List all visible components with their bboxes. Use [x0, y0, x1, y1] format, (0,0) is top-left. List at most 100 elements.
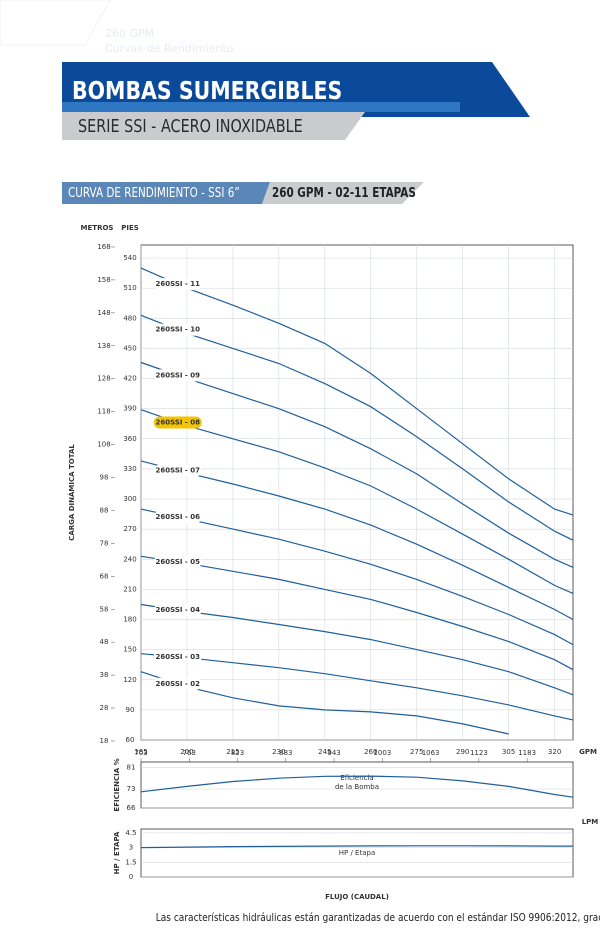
subtitle-banner — [62, 112, 365, 140]
y-tick-label: 66 — [127, 804, 136, 812]
label-bg — [153, 604, 202, 617]
x-tick-label: 320 — [548, 748, 561, 756]
y-tick-label: 90 — [126, 706, 135, 714]
y2-tick-label: 128 — [97, 375, 110, 383]
y2-tick-label: 68 — [100, 572, 109, 580]
curve-label: 260SSI - 03 — [156, 653, 201, 661]
y-tick-label: 240 — [123, 555, 136, 563]
y2-tick-label: 88 — [100, 506, 109, 514]
y-tick-label: 120 — [123, 676, 136, 684]
corner-title: 260 GPM — [105, 27, 154, 40]
y2-tick-label: 38 — [100, 671, 109, 679]
y-tick-label: 73 — [127, 785, 136, 793]
curve-label: 260SSI - 06 — [156, 513, 201, 521]
curve-label: 260SSI - 10 — [156, 326, 201, 334]
y2-tick-label: 158 — [97, 276, 110, 284]
y-tick-label: 300 — [123, 495, 136, 503]
curve-label: 260SSI - 11 — [156, 280, 201, 288]
section-detail: 260 GPM - 02-11 ETAPAS — [272, 185, 416, 200]
section-bar — [62, 182, 270, 204]
subtitle: SERIE SSI - ACERO INOXIDABLE — [78, 115, 303, 136]
y-tick-label: 480 — [123, 314, 136, 322]
label-bg — [153, 369, 202, 382]
curve-label: 260SSI - 02 — [156, 680, 201, 688]
x2-tick-label: 823 — [231, 749, 244, 757]
x-tick-label: 215 — [226, 748, 239, 756]
y2-tick-label: 168 — [97, 243, 110, 251]
curve — [140, 671, 509, 735]
curve — [140, 314, 574, 541]
x-axis-label: FLUJO (CAUDAL) — [325, 893, 389, 901]
title: BOMBAS SUMERGIBLES — [72, 77, 342, 105]
x-tick-label: 260 — [364, 748, 377, 756]
label-bg — [153, 555, 202, 568]
y-tick-label: 60 — [126, 736, 135, 744]
x-tick-label: 245 — [318, 748, 331, 756]
annotation: de la Bomba — [335, 783, 379, 791]
label-bg — [153, 464, 202, 477]
x2-tick-label: 1063 — [422, 749, 440, 757]
plot-frame — [140, 828, 574, 878]
x2-tick-label: 943 — [327, 749, 340, 757]
footer-note: Las características hidráulicas están ga… — [156, 912, 600, 925]
label-bg — [153, 323, 202, 336]
curve-label: 260SSI - 05 — [156, 558, 201, 566]
x2-tick-label: 883 — [279, 749, 292, 757]
curve-label: 260SSI - 04 — [156, 606, 201, 614]
x-tick-label: 290 — [456, 748, 469, 756]
x-tick-label: 185 — [134, 748, 147, 756]
corner-shape — [0, 0, 111, 46]
curve — [140, 555, 574, 671]
y2-tick-label: 48 — [100, 638, 109, 646]
x2-tick-label: 1123 — [470, 749, 488, 757]
curve — [140, 267, 574, 516]
x-tick-label: 230 — [272, 748, 285, 756]
curve — [140, 361, 574, 568]
y-tick-label: 180 — [123, 616, 136, 624]
section-title: CURVA DE RENDIMIENTO - SSI 6” — [68, 185, 240, 200]
y-unit: PIES — [121, 224, 139, 232]
x2-unit: LPM — [582, 818, 599, 826]
annotation: HP / Etapa — [339, 849, 375, 857]
y-tick-label: 540 — [123, 254, 136, 262]
y2-tick-label: 138 — [97, 342, 110, 350]
y-tick-label: 450 — [123, 344, 136, 352]
curve — [140, 460, 574, 621]
x-tick-label: 200 — [180, 748, 193, 756]
label-highlight — [153, 416, 202, 429]
plot-frame — [140, 244, 574, 741]
curve — [140, 653, 574, 721]
x-unit: GPM — [579, 748, 597, 756]
y-tick-label: 150 — [123, 646, 136, 654]
y2-tick-label: 98 — [100, 474, 109, 482]
curve-label: 260SSI - 08 — [156, 419, 201, 427]
y-axis-label: HP / ETAPA — [113, 831, 121, 874]
y-tick-label: 81 — [127, 763, 136, 771]
x-tick-label: 275 — [410, 748, 423, 756]
x2-tick-label: 1183 — [518, 749, 536, 757]
label-bg — [153, 278, 202, 291]
x2-tick-label: 763 — [183, 749, 196, 757]
y2-tick-label: 148 — [97, 309, 110, 317]
y-tick-label: 3 — [129, 844, 133, 852]
x-tick-label: 305 — [502, 748, 515, 756]
corner-subtitle: Curvas de Rendimiento — [105, 42, 234, 55]
curve-label: 260SSI - 09 — [156, 371, 201, 379]
y2-tick-label: 108 — [97, 441, 110, 449]
curve — [140, 603, 574, 696]
y-tick-label: 270 — [123, 525, 136, 533]
y2-tick-label: 58 — [100, 605, 109, 613]
y-axis-label: EFICIENCIA % — [113, 758, 121, 811]
label-bg — [153, 511, 202, 524]
y2-tick-label: 18 — [100, 737, 109, 745]
curve — [140, 775, 574, 798]
y-tick-label: 420 — [123, 375, 136, 383]
y-axis-label: CARGA DINÁMICA TOTAL — [67, 444, 76, 541]
y2-tick-label: 28 — [100, 704, 109, 712]
curve-label: 260SSI - 07 — [156, 467, 201, 475]
label-bg — [153, 677, 202, 690]
y2-unit: METROS — [81, 224, 114, 232]
label-bg — [153, 650, 202, 663]
x2-tick-label: 703 — [134, 749, 147, 757]
